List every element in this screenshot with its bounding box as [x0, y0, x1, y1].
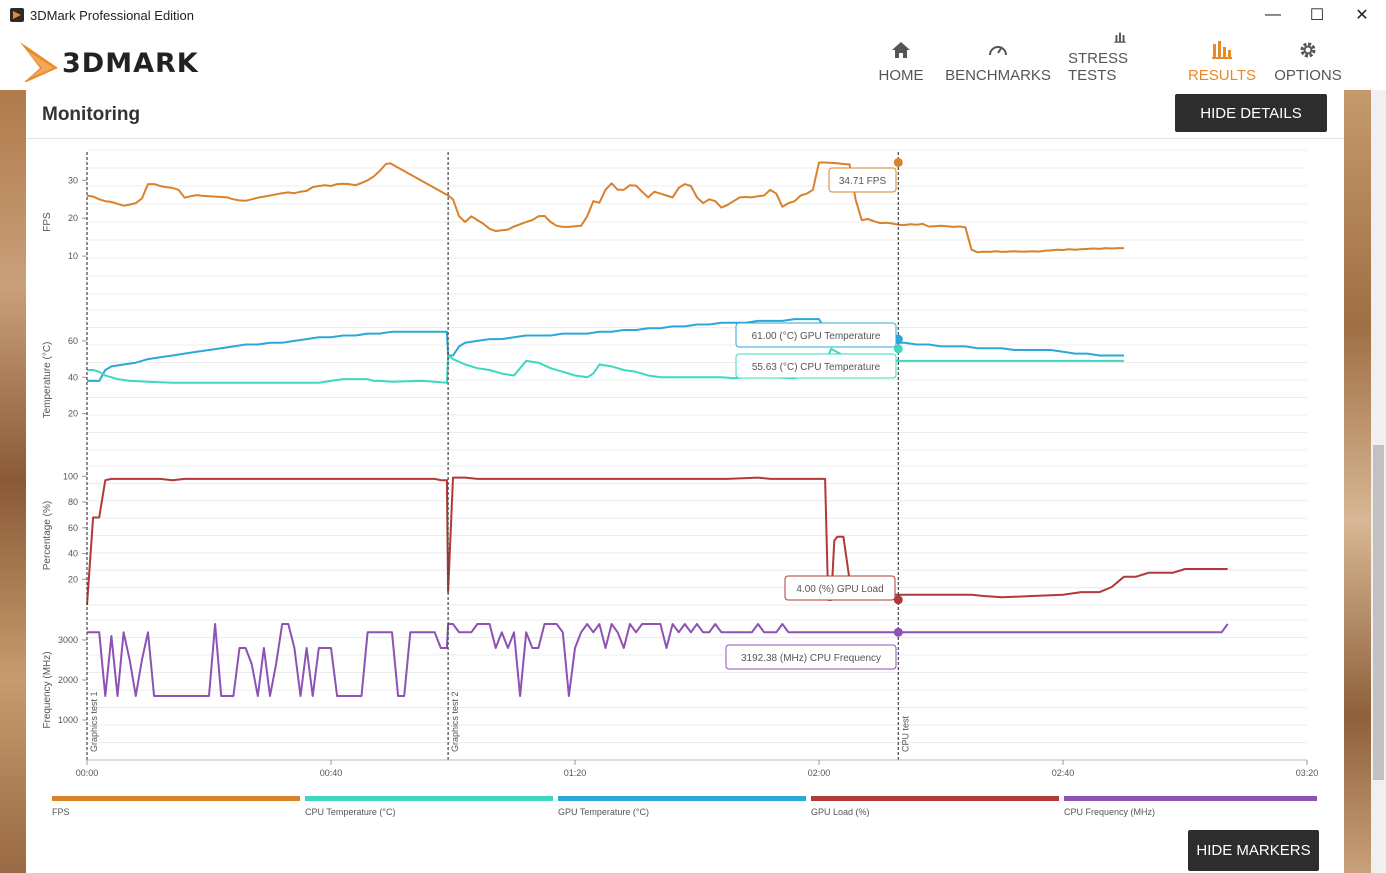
x-tick-label: 00:40: [320, 768, 343, 778]
tooltip-box: [784, 575, 896, 601]
chart-panel-3: 20 40 60 80 100 Percentage (%): [42, 465, 1307, 606]
y-tick-label: 20: [68, 213, 78, 223]
legend-fps[interactable]: FPS: [52, 796, 300, 820]
x-tick-label: 02:40: [1052, 768, 1075, 778]
legend-swatch: [52, 796, 300, 801]
legend-label: GPU Load (%): [811, 807, 870, 817]
series-line: [86, 476, 1228, 606]
tooltip-text: 61.00 (°C) GPU Temperature: [752, 331, 881, 342]
legend-cpu-temperature[interactable]: CPU Temperature (°C): [305, 796, 553, 820]
tooltip-dot: [893, 627, 903, 637]
tooltip-box: [735, 353, 897, 379]
tooltip-text: 34.71 FPS: [839, 176, 887, 187]
y-tick-label: 60: [68, 336, 78, 346]
background-left: [0, 90, 26, 873]
y-tick-label: 10: [68, 251, 78, 261]
tooltip-text: 3192.38 (MHz) CPU Frequency: [741, 653, 881, 664]
y-tick-label: 30: [68, 175, 78, 185]
panel-divider: [26, 138, 1344, 139]
y-tick-label: 80: [68, 497, 78, 507]
tooltip-box: [735, 322, 897, 348]
marker-label: Graphics test 1: [89, 691, 99, 752]
close-button[interactable]: ✕: [1355, 7, 1369, 24]
nav-results-label: RESULTS: [1187, 67, 1257, 84]
tooltip-box: [828, 167, 897, 193]
legend-swatch: [558, 796, 806, 801]
marker-label: CPU test: [900, 715, 910, 752]
x-tick-label: 02:00: [808, 768, 831, 778]
y-tick-label: 100: [63, 471, 78, 481]
brand-name: 3DMARK: [62, 48, 199, 79]
y-tick-label: 2000: [58, 675, 78, 685]
tooltip-dot: [893, 344, 903, 354]
app-header: 3DMARK HOME BENCHMARKS STRESS TESTS: [0, 30, 1386, 90]
nav-stress-tests-label: STRESS TESTS: [1068, 50, 1129, 84]
x-tick-label: 00:00: [76, 768, 99, 778]
tooltip-dot: [893, 157, 903, 167]
results-bars-icon: [1212, 41, 1232, 59]
hide-details-button[interactable]: HIDE DETAILS: [1175, 94, 1327, 132]
legend-swatch: [811, 796, 1059, 801]
y-axis-label: Frequency (MHz): [42, 651, 53, 728]
y-tick-label: 40: [68, 372, 78, 382]
scrollbar-thumb[interactable]: [1373, 445, 1384, 780]
tooltip-text: 4.00 (%) GPU Load: [796, 584, 883, 595]
chart-panel-4: 1000 2000 3000 Frequency (MHz): [42, 619, 1307, 761]
tooltip-text: 55.63 (°C) CPU Temperature: [752, 362, 881, 373]
brand-logo[interactable]: 3DMARK: [18, 38, 228, 82]
series-line: [86, 161, 1124, 254]
nav-home[interactable]: HOME: [872, 30, 930, 90]
marker-label: Graphics test 2: [450, 691, 460, 752]
y-axis-label: FPS: [42, 212, 53, 232]
y-tick-label: 40: [68, 549, 78, 559]
legend-label: CPU Temperature (°C): [305, 807, 396, 817]
minimize-button[interactable]: —: [1265, 6, 1281, 23]
legend-cpu-frequency[interactable]: CPU Frequency (MHz): [1064, 796, 1317, 820]
legend-swatch: [305, 796, 553, 801]
legend-gpu-temperature[interactable]: GPU Temperature (°C): [558, 796, 806, 820]
nav-stress-tests[interactable]: STRESS TESTS: [1068, 30, 1172, 90]
nav-home-label: HOME: [878, 67, 924, 84]
legend-label: GPU Temperature (°C): [558, 807, 649, 817]
nav-options[interactable]: OPTIONS: [1272, 30, 1344, 90]
chart-panel-1: 10 20 30 FPS: [42, 149, 1307, 295]
gear-icon: [1300, 42, 1316, 58]
legend-label: FPS: [52, 807, 70, 817]
y-tick-label: 1000: [58, 715, 78, 725]
y-tick-label: 3000: [58, 635, 78, 645]
logo-chevron-icon: [20, 42, 58, 82]
y-axis-label: Percentage (%): [42, 501, 53, 570]
x-tick-label: 01:20: [564, 768, 587, 778]
chart-panel-2: 20 40 60 Temperature (°C): [42, 309, 1307, 451]
x-tick-label: 03:20: [1296, 768, 1319, 778]
window-titlebar: 3DMark Professional Edition — ☐ ✕: [0, 0, 1386, 30]
series-line: [87, 318, 1124, 382]
nav-benchmarks[interactable]: BENCHMARKS: [944, 30, 1052, 90]
y-tick-label: 60: [68, 523, 78, 533]
app-logo-icon: [10, 8, 24, 22]
y-tick-label: 20: [68, 574, 78, 584]
legend-gpu-load[interactable]: GPU Load (%): [811, 796, 1059, 820]
legend-label: CPU Frequency (MHz): [1064, 807, 1156, 817]
y-tick-label: 20: [68, 409, 78, 419]
series-line: [87, 347, 1124, 384]
nav-results[interactable]: RESULTS: [1188, 30, 1256, 90]
hide-markers-button[interactable]: HIDE MARKERS: [1188, 830, 1319, 871]
tooltip-box: [725, 644, 897, 670]
gauge-icon: [989, 46, 1007, 56]
home-icon: [892, 42, 910, 58]
tooltip-dot: [893, 595, 903, 605]
series-line: [87, 623, 1229, 697]
window-title: 3DMark Professional Edition: [30, 8, 195, 23]
legend-swatch: [1064, 796, 1317, 801]
panel-title: Monitoring: [42, 104, 141, 125]
bars-icon: [1114, 32, 1126, 43]
nav-options-label: OPTIONS: [1274, 67, 1342, 84]
nav-benchmarks-label: BENCHMARKS: [945, 67, 1051, 84]
y-axis-label: Temperature (°C): [42, 342, 53, 419]
maximize-button[interactable]: ☐: [1309, 7, 1325, 24]
